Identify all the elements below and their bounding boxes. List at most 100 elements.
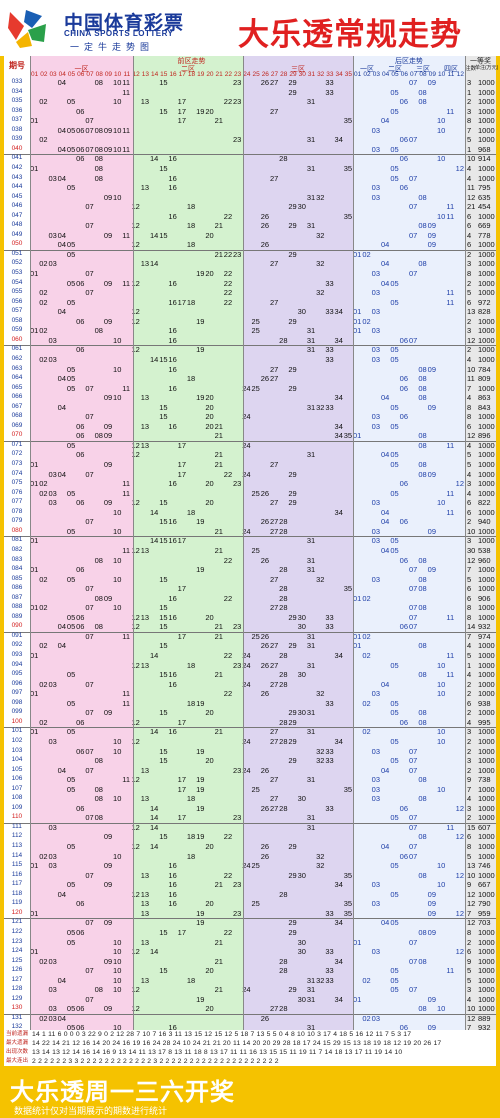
front-ball: 10 [113,603,122,613]
front-ball: 30 [297,622,306,632]
back-ball: 09 [427,230,436,240]
back-ball: 04 [381,278,390,288]
front-ball: 05 [66,727,76,737]
back-ball: 12 [455,832,464,842]
front-ball: 01 [30,326,39,336]
front-ball: 18 [186,374,196,384]
prize-amount: 1000 [478,421,495,431]
front-ball: 05 [66,927,76,937]
prize-count: 4 [467,173,472,183]
prize-count: 8 [467,603,472,613]
period-number: 121 [11,918,23,926]
front-ball: 21 [214,985,223,995]
back-ball: 06 [399,851,408,861]
prize-amount: 1000 [478,603,495,613]
prize-count: 12 [467,192,476,202]
front-ball: 25 [251,488,260,498]
period-number: 044 [11,183,23,191]
front-ball: 20 [205,899,214,909]
front-ball: 05 [66,574,76,584]
back-ball: 10 [437,125,446,135]
back-ball: 08 [418,192,427,202]
front-ball: 08 [94,163,103,173]
front-ball: 01 [30,460,39,469]
prize-amount: 1000 [478,975,495,985]
front-ball: 26 [260,660,270,670]
front-ball: 03 [48,173,57,183]
prize-count: 10 [467,526,476,536]
front-ball: 11 [122,87,131,97]
zone3-bg [243,56,353,1066]
front-col-number: 07 [86,71,94,78]
back-ball: 03 [371,536,380,546]
front-ball: 27 [269,106,279,116]
front-ball: 08 [94,144,103,154]
back-ball: 06 [399,717,408,727]
front-ball: 15 [159,622,168,632]
back-ball: 05 [390,889,399,899]
front-ball: 13 [140,794,150,804]
back-zone3-header: 三区 [416,66,430,73]
prize-amount: 822 [478,498,491,508]
front-ball: 05 [66,278,76,288]
stat-label: 最大遗漏 [5,1040,28,1046]
period-number: 124 [11,947,23,955]
period-number: 100 [11,717,23,725]
front-ball: 17 [177,297,186,307]
front-ball: 19 [196,784,205,794]
front-ball: 20 [205,402,214,412]
front-ball: 20 [205,421,214,431]
front-ball: 05 [66,1023,76,1033]
front-ball: 33 [325,278,334,288]
page-title: 大乐透常规走势 [238,17,462,52]
prize-amount: 1000 [478,288,495,298]
period-number: 047 [11,211,23,219]
prize-amount: 1000 [478,584,495,594]
front-ball: 21 [214,880,223,890]
prize-count: 12 [467,1013,476,1023]
prize-amount: 1000 [478,985,495,995]
back-ball: 08 [418,440,427,450]
back-ball: 08 [418,1004,427,1014]
back-ball: 05 [390,708,399,718]
front-ball: 28 [279,670,288,680]
front-ball: 06 [76,345,85,355]
prize-amount: 1000 [478,335,495,345]
period-number: 118 [11,889,23,897]
prize-amount: 1000 [478,316,495,326]
front-ball: 09 [103,460,113,469]
back-ball: 05 [390,975,399,985]
front-ball: 06 [76,803,85,813]
prize-count: 6 [467,297,472,307]
front-ball: 12 [131,307,140,317]
front-ball: 01 [30,269,39,278]
prize-amount: 1000 [478,670,495,680]
back-ball: 04 [381,765,390,775]
back-ball: 04 [381,259,390,269]
front-ball: 16 [168,593,177,603]
front-ball: 17 [177,717,186,727]
front-ball: 24 [242,985,251,995]
front-ball: 26 [260,240,270,250]
period-number: 107 [11,784,23,792]
prize-amount: 863 [478,393,491,403]
period-number: 129 [11,994,23,1002]
period-number: 080 [11,526,23,534]
front-ball: 10 [113,975,122,985]
prize-amount: 1000 [478,813,495,823]
prize-amount: 1000 [478,163,495,173]
back-ball: 10 [437,736,446,746]
front-ball: 21 [214,526,223,536]
front-ball: 33 [325,803,334,813]
front-ball: 20 [205,230,214,240]
front-ball: 10 [113,794,122,804]
back-ball: 10 [437,154,446,164]
prize-count: 12 [467,431,476,441]
back-ball: 10 [437,498,446,508]
front-col-number: 01 [30,71,39,78]
prize-amount: 1000 [478,641,495,651]
prize-amount: 1000 [478,78,495,87]
front-ball: 12 [131,622,140,632]
front-ball: 25 [251,326,260,336]
front-ball: 33 [325,622,334,632]
